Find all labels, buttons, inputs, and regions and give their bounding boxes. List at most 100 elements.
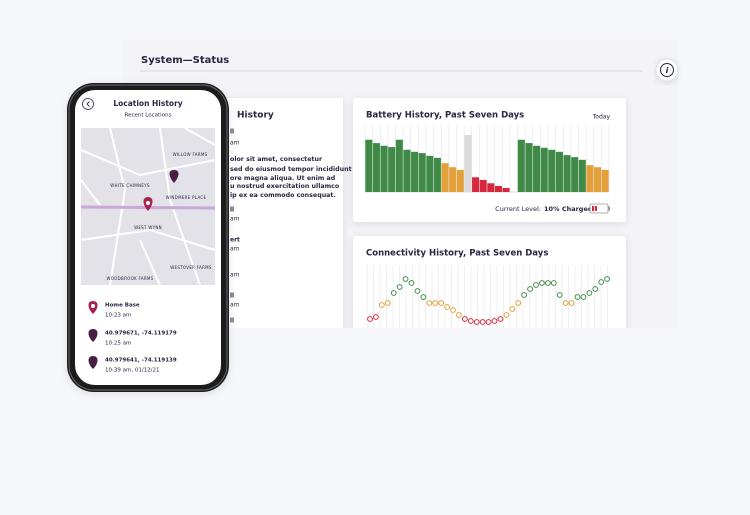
battery-bar [586, 165, 594, 192]
phone-subtitle: Recent Locations [125, 113, 172, 119]
phone: Location History Recent Locations WILLOW… [67, 83, 229, 392]
battery-bar [525, 143, 533, 192]
history-text: ip ex ea commodo consequat. [230, 192, 336, 199]
history-text: am [230, 140, 240, 147]
connectivity-point [432, 300, 439, 306]
location-name: 40.979671, -74.119179 [105, 331, 177, 337]
map-label: WHITE CHIMNEYS [110, 183, 150, 188]
connectivity-point [509, 306, 516, 312]
map-pin-label: 3 [172, 173, 175, 179]
connectivity-point [598, 279, 605, 285]
connectivity-point [373, 314, 379, 320]
battery-bar [411, 151, 419, 192]
battery-bar [487, 183, 495, 192]
history-text: am [230, 216, 240, 223]
current-level-label: Current Level: [495, 205, 541, 213]
battery-bar [426, 155, 434, 192]
connectivity-point [586, 290, 593, 296]
location-marker: 2 [91, 332, 94, 338]
battery-title: Battery History, Past Seven Days [366, 111, 524, 121]
battery-bar [365, 139, 373, 192]
location-marker: 3 [91, 359, 94, 365]
battery-bar [578, 159, 586, 192]
battery-bar [403, 149, 411, 192]
connectivity-point [550, 280, 557, 286]
history-text: olor sit amet, consectetur [230, 156, 323, 163]
info-icon[interactable]: i [666, 66, 669, 75]
battery-bar [388, 147, 396, 192]
connectivity-point [539, 280, 545, 286]
connectivity-point [408, 280, 415, 286]
history-text: ll [230, 207, 234, 214]
battery-bar [494, 185, 502, 192]
battery-bar [502, 187, 510, 192]
battery-bar [479, 179, 487, 192]
battery-bar [372, 143, 380, 192]
connectivity-title: Connectivity History, Past Seven Days [366, 249, 548, 259]
connectivity-point [367, 316, 373, 322]
history-text: am [230, 246, 240, 253]
connectivity-point [556, 292, 563, 298]
connectivity-point [378, 302, 385, 308]
battery-bar [601, 169, 609, 192]
connectivity-point [592, 286, 599, 292]
connectivity-point [461, 316, 468, 322]
connectivity-point [402, 276, 409, 282]
history-title: History [237, 111, 274, 121]
location-time: 10:39 am, 01/12/21 [105, 368, 160, 374]
connectivity-point [497, 316, 504, 322]
connectivity-point [467, 318, 474, 324]
battery-bar [395, 139, 403, 192]
battery-bar [472, 177, 480, 192]
info-button[interactable]: i [655, 58, 679, 82]
battery-bar [533, 145, 541, 192]
connectivity-point [479, 319, 486, 325]
back-button[interactable] [82, 98, 94, 110]
connectivity-point [414, 288, 421, 294]
history-text: am [230, 272, 240, 279]
history-text: ll [230, 129, 234, 136]
history-text: sed do eiusmod tempor incididunt [230, 166, 352, 173]
battery-bar [433, 157, 441, 192]
map-label: WEST WYNN [134, 225, 162, 230]
battery-icon [589, 203, 610, 214]
current-level-value: 10% Charged [544, 205, 593, 213]
history-text: ore magna aliqua. Ut enim ad [230, 175, 335, 182]
history-text: ll [230, 318, 234, 325]
battery-bar [555, 151, 563, 192]
connectivity-point [485, 319, 492, 325]
location-name: Home Base [105, 303, 140, 309]
location-pin [88, 356, 98, 369]
history-text: u nostrud exercitation ullamco [230, 183, 340, 190]
connectivity-point [491, 318, 498, 324]
connectivity-point [396, 284, 403, 290]
location-time: 10:25 am [105, 341, 131, 347]
battery-bar [517, 139, 525, 192]
history-text: am [230, 302, 240, 309]
connectivity-point [580, 294, 587, 300]
location-name: 40.979641, -74.119139 [105, 358, 177, 364]
battery-bar [594, 167, 602, 192]
battery-bar [571, 157, 579, 192]
map: WILLOW FARMS WHITE CHIMNEYS WINDMERE PLACE… [80, 127, 216, 286]
battery-bar [548, 149, 556, 192]
connectivity-point [574, 294, 581, 300]
connectivity-point [473, 319, 480, 325]
battery-bar [540, 147, 548, 192]
location-pin [88, 329, 98, 342]
connectivity-point [426, 300, 433, 306]
connectivity-point [503, 312, 510, 318]
connectivity-point [420, 294, 427, 300]
battery-bar [563, 155, 571, 192]
location-marker-dot [91, 304, 95, 308]
battery-bar [418, 153, 426, 192]
dashboard-title: System—Status [141, 55, 229, 66]
battery-bar [464, 135, 472, 192]
connectivity-point [527, 286, 533, 292]
map-label: WILLOW FARMS [173, 152, 208, 157]
connectivity-point [544, 280, 551, 286]
history-text: ert [230, 237, 240, 244]
connectivity-point [390, 290, 397, 296]
